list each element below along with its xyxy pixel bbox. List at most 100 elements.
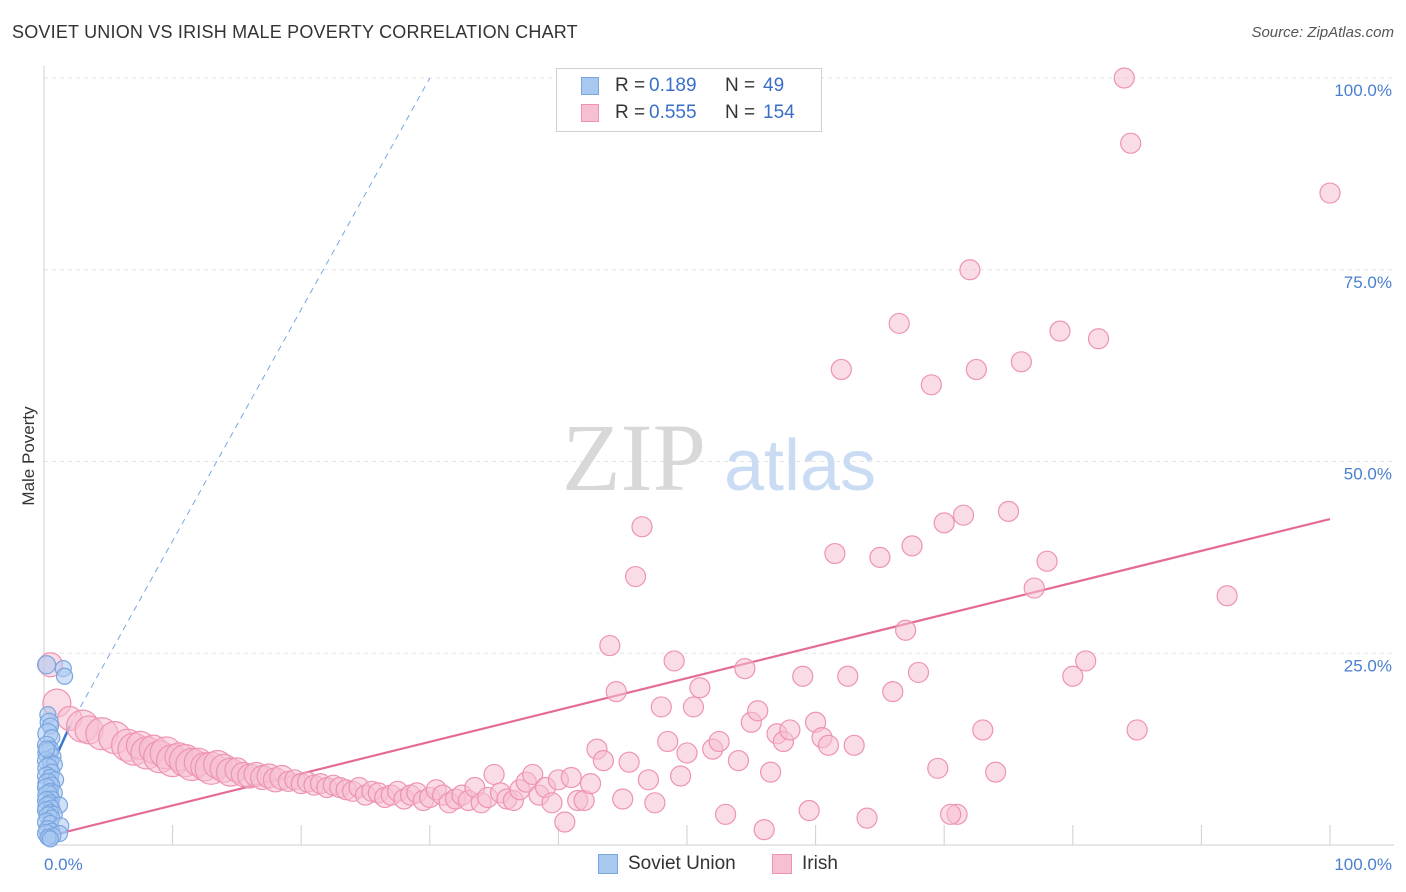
irish-point [965,358,987,381]
legend-r-value: 0.555 [649,102,697,123]
irish-point [972,719,994,741]
irish-point [657,730,679,753]
y-axis-label: Male Poverty [19,406,38,506]
legend-swatch-irish [772,854,792,874]
irish-point [605,680,627,703]
irish-point [985,761,1007,783]
irish-point [940,803,962,825]
legend-n-value: 49 [763,75,785,96]
irish-point [817,734,840,756]
irish-point [734,657,756,680]
irish-point [676,742,698,764]
legend-item-irish[interactable]: Irish [770,852,870,876]
irish-point [554,811,576,833]
watermark-atlas: atlas [724,426,876,506]
irish-point [708,730,730,753]
data-points [36,67,1341,848]
irish-point [682,696,705,718]
legend-r-value: 0.189 [649,75,697,96]
legend-label-soviet-union: Soviet Union [628,853,736,874]
irish-point [592,750,615,772]
irish-point [933,512,955,534]
irish-point [997,500,1020,522]
irish-point [1319,182,1341,204]
irish-point [612,788,634,810]
irish-point [1126,719,1148,741]
x-tick-label: 100.0% [1334,855,1392,874]
irish-point [792,665,814,687]
irish-point [753,819,775,841]
soviet-union-point [41,830,60,848]
irish-point [798,799,820,822]
irish-point [747,700,769,722]
source-credit: Source: ZipAtlas.com [1251,24,1394,41]
axes [43,66,1394,846]
stats-legend-row-irish: R = 0.555 N = 154 [557,100,821,126]
irish-point [1216,585,1238,607]
irish-point [952,504,975,526]
legend-r-label: R = [615,102,646,123]
irish-point [927,757,949,779]
irish-point [541,792,563,814]
irish-point [1087,328,1110,350]
irish-point [888,312,910,335]
irish-point [579,773,602,795]
soviet-union-point [36,655,57,675]
soviet-union-point [55,667,74,685]
legend-item-soviet-union[interactable]: Soviet Union [596,852,776,876]
irish-point [1010,351,1032,373]
irish-point [637,769,660,791]
irish-point [869,546,891,568]
irish-point [1120,132,1142,154]
irish-point [522,763,544,786]
legend-n-label: N = [725,75,756,96]
y-tick-label: 75.0% [1344,273,1392,292]
watermark-zip: ZIP [562,404,706,511]
irish-point [1062,665,1084,687]
y-tick-label: 25.0% [1344,656,1392,675]
watermark: ZIP atlas [562,404,876,511]
irish-point [669,765,692,787]
irish-point [644,792,666,814]
grid-lines [44,77,1394,654]
legend-swatch-soviet-union [598,854,618,874]
irish-point [483,763,505,786]
y-tick-label: 100.0% [1334,81,1392,100]
legend-swatch-irish [581,104,599,122]
tick-labels: 25.0% 50.0% 75.0% 100.0% 0.0% 100.0% [44,81,1392,874]
irish-point [624,565,647,588]
irish-point [843,734,865,756]
irish-point [1113,67,1135,89]
irish-point [727,750,750,772]
legend-n-value: 154 [763,102,795,123]
irish-point [901,535,923,557]
irish-point [779,719,801,741]
irish-point [837,665,859,687]
legend-swatch-soviet [581,77,599,95]
irish-trend-line [43,517,1331,839]
legend-r-label: R = [615,75,646,96]
irish-point [920,374,942,396]
irish-point [895,619,917,641]
stats-legend-row-soviet: R = 0.189 N = 49 [557,73,821,99]
irish-point [882,680,904,703]
irish-point [830,358,852,381]
x-tick-label: 0.0% [44,855,83,874]
irish-point [1023,577,1045,599]
y-tick-label: 50.0% [1344,465,1392,484]
irish-point [824,542,846,565]
legend-n-label: N = [725,102,756,123]
irish-point [714,803,737,825]
irish-point [618,751,640,773]
chart-title: SOVIET UNION VS IRISH MALE POVERTY CORRE… [12,22,578,42]
irish-point [907,661,930,684]
irish-point [689,677,711,699]
irish-point [1075,650,1097,672]
irish-point [1049,320,1071,342]
stats-legend: R = 0.189 N = 49 R = 0.555 N = 154 [556,68,822,132]
irish-point [631,516,653,538]
irish-point [856,807,878,829]
irish-point [663,650,685,672]
irish-point [959,259,981,281]
